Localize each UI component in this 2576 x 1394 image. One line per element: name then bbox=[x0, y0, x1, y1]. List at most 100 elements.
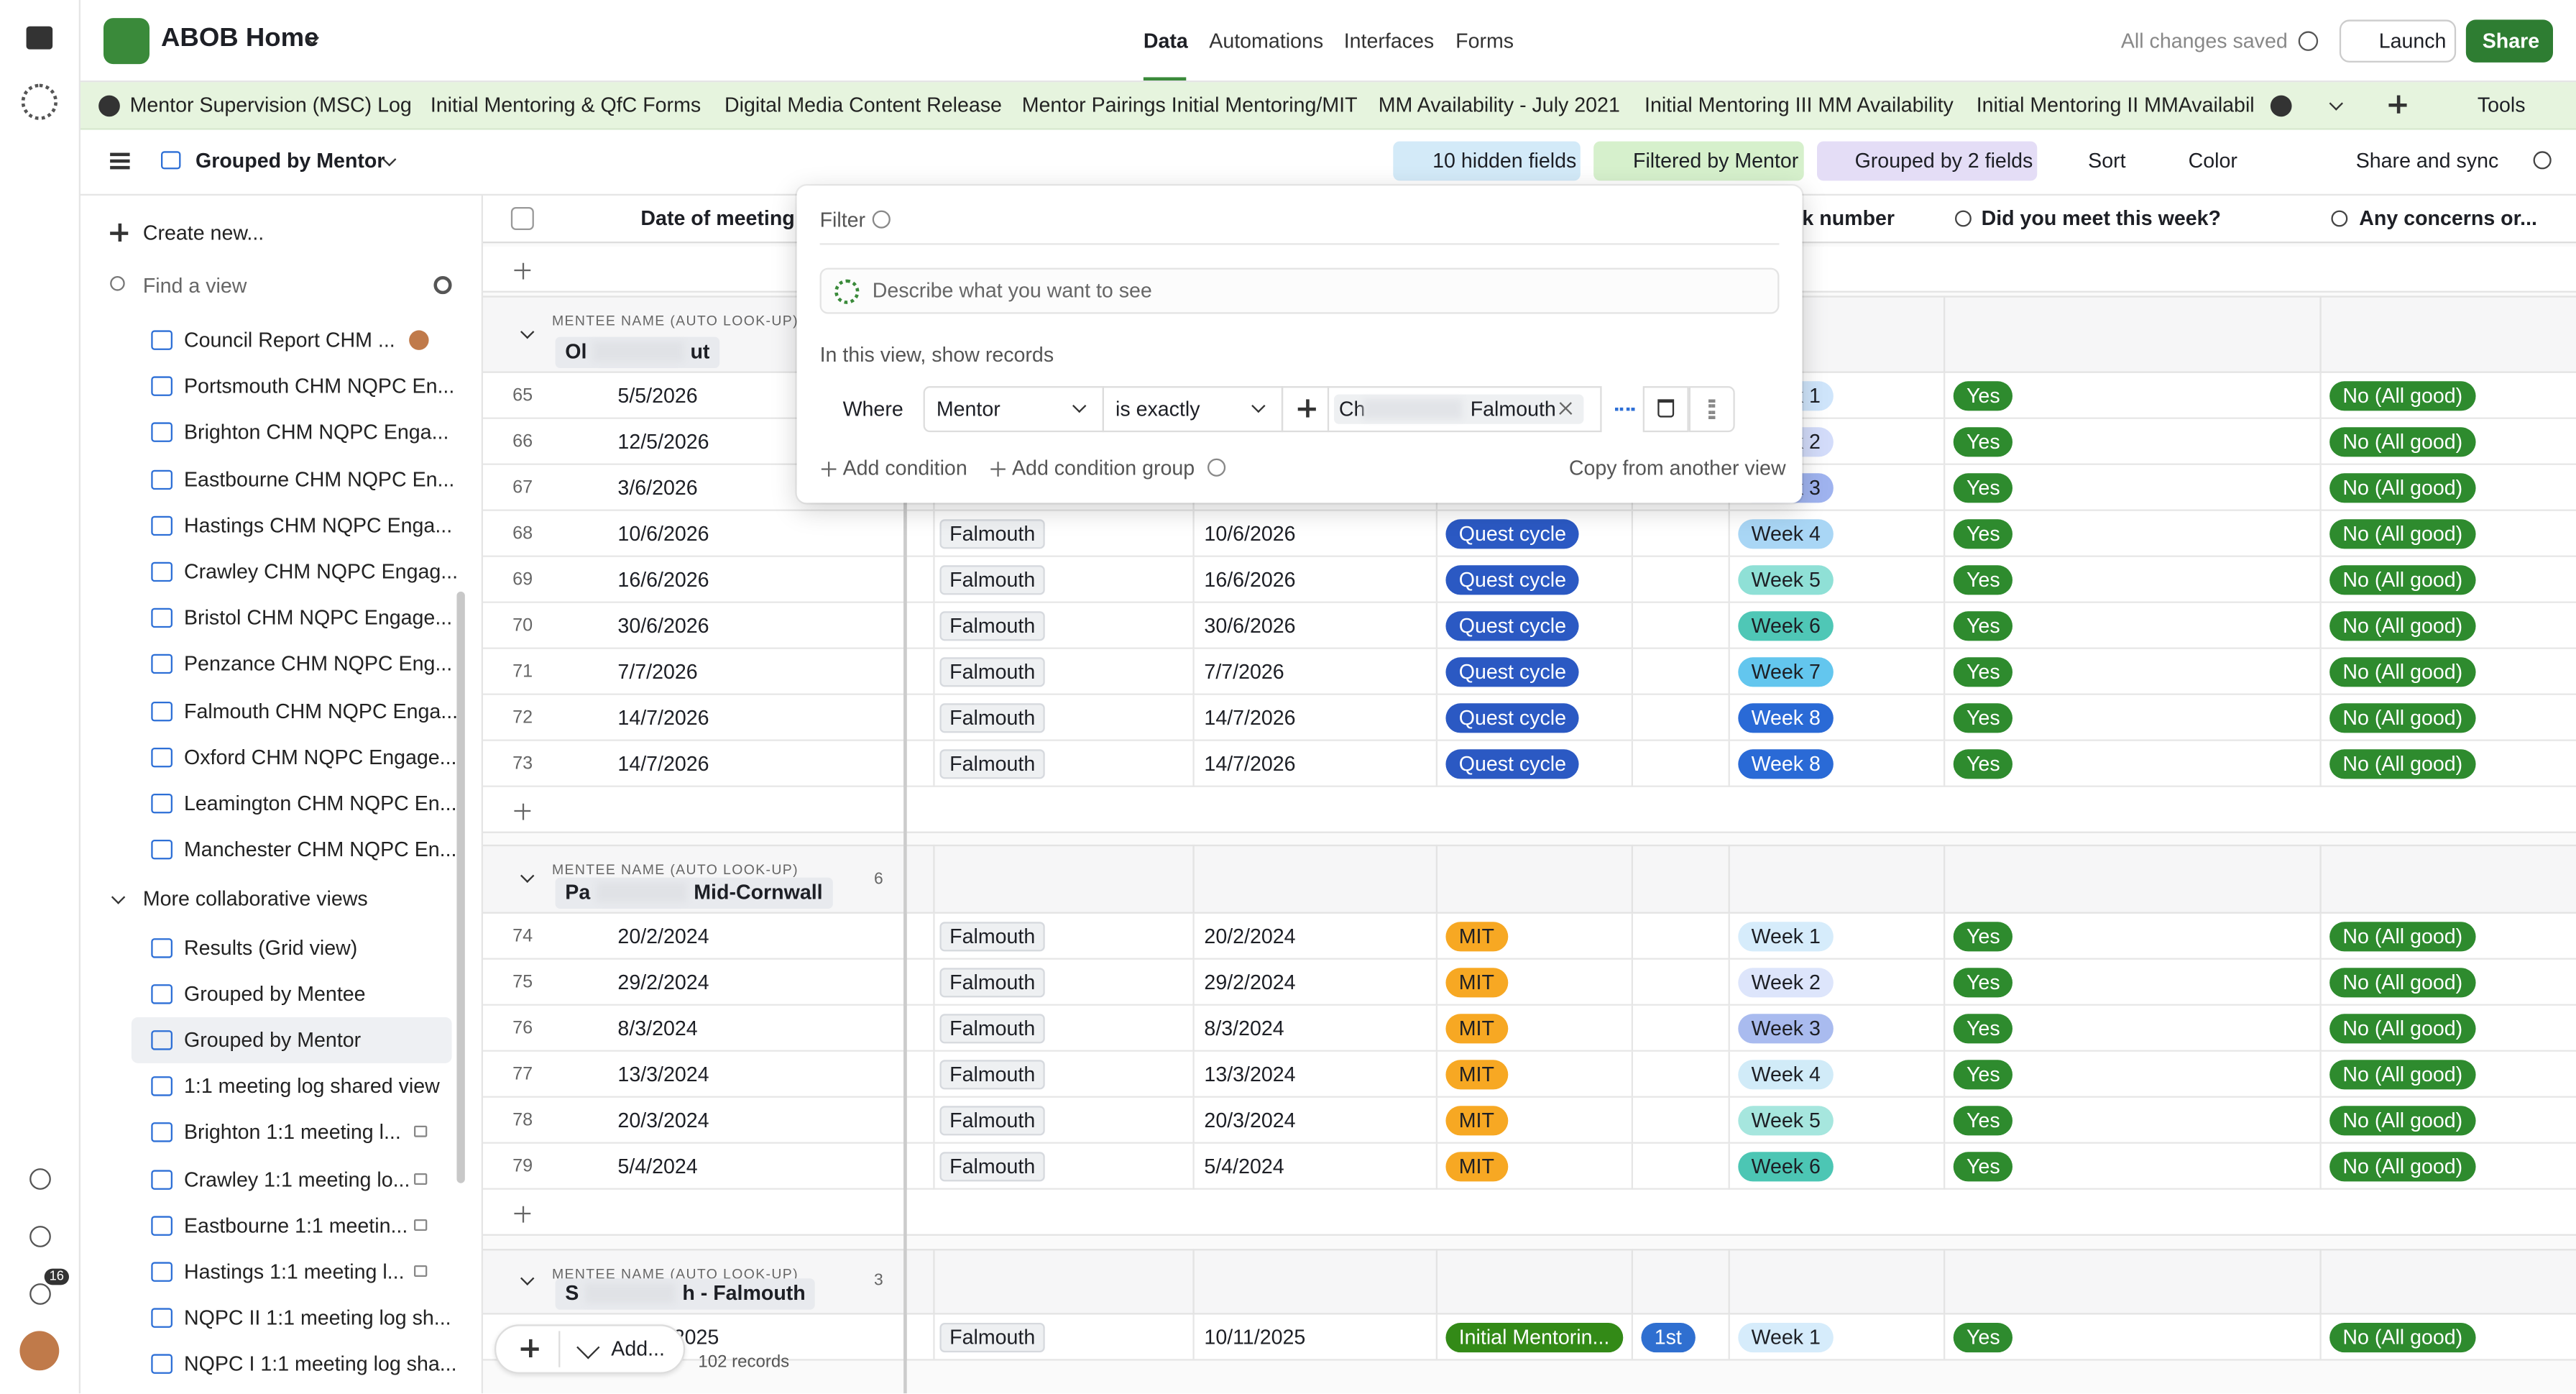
history-icon[interactable] bbox=[2298, 31, 2319, 51]
cell-type: Quest cycle bbox=[1445, 749, 1580, 779]
table-tab[interactable]: Initial Mentoring & QfC Forms bbox=[430, 93, 702, 117]
base-name[interactable]: ABOB Home bbox=[160, 24, 319, 53]
tab-scroll-right[interactable] bbox=[2270, 95, 2292, 117]
nav-tab[interactable]: Automations bbox=[1209, 29, 1324, 53]
view-item[interactable]: Hastings 1:1 meeting l... bbox=[183, 1260, 405, 1283]
tab-scroll-left[interactable] bbox=[98, 95, 120, 117]
cell-divider bbox=[2319, 372, 2322, 419]
group-divider bbox=[1192, 1249, 1195, 1315]
view-item[interactable]: Grouped by Mentee bbox=[183, 983, 366, 1006]
view-item[interactable]: Council Report CHM ... bbox=[183, 329, 395, 352]
rail-icon[interactable] bbox=[29, 1168, 51, 1190]
create-new[interactable]: Create new... bbox=[142, 221, 264, 245]
record-row[interactable] bbox=[482, 1051, 2576, 1098]
cell-divider bbox=[1435, 648, 1438, 695]
view-item[interactable]: Portsmouth CHM NQPC En... bbox=[183, 375, 455, 398]
nav-tab[interactable]: Forms bbox=[1455, 29, 1514, 53]
cell-divider bbox=[1192, 694, 1195, 741]
group-button[interactable] bbox=[1816, 141, 2038, 181]
nav-tab[interactable]: Interfaces bbox=[1343, 29, 1435, 53]
table-tab[interactable]: Initial Mentoring III MM Availability bbox=[1644, 93, 1954, 117]
color-button[interactable]: Color bbox=[2188, 149, 2237, 173]
view-name[interactable]: Grouped by Mentor bbox=[195, 149, 385, 173]
view-item[interactable]: Crawley 1:1 meeting lo... bbox=[183, 1167, 410, 1191]
add-condition-group[interactable]: Add condition group bbox=[1011, 457, 1195, 480]
record-row[interactable] bbox=[482, 1143, 2576, 1190]
group-divider bbox=[1435, 1249, 1438, 1315]
table-tab[interactable]: Digital Media Content Release bbox=[724, 93, 1002, 117]
drag-handle[interactable] bbox=[1688, 386, 1735, 433]
sort-button[interactable]: Sort bbox=[2088, 149, 2126, 173]
view-item[interactable]: NQPC II 1:1 meeting log sh... bbox=[183, 1306, 451, 1329]
cell-type: Initial Mentorin... bbox=[1445, 1322, 1623, 1353]
cell-type: Quest cycle bbox=[1445, 657, 1580, 687]
search-icon[interactable] bbox=[2533, 151, 2552, 170]
find-view[interactable]: Find a view bbox=[142, 274, 247, 298]
view-item[interactable]: Oxford CHM NQPC Engage... bbox=[183, 746, 457, 769]
tools-menu[interactable]: Tools bbox=[2477, 93, 2526, 117]
view-item[interactable]: Penzance CHM NQPC Eng... bbox=[183, 653, 453, 677]
delete-button[interactable] bbox=[1642, 386, 1689, 433]
view-item[interactable]: Eastbourne CHM NQPC En... bbox=[183, 467, 455, 491]
column-header[interactable]: Date of meeting bbox=[640, 206, 795, 230]
footer-add[interactable]: Add... bbox=[611, 1337, 665, 1361]
add-condition[interactable]: Add condition bbox=[842, 457, 967, 480]
cell-divider bbox=[1435, 1051, 1438, 1098]
column-header[interactable]: Did you meet this week? bbox=[1981, 206, 2221, 230]
view-item[interactable]: Grouped by Mentor bbox=[183, 1029, 362, 1053]
share-button[interactable] bbox=[2465, 19, 2553, 63]
record-row[interactable] bbox=[482, 1005, 2576, 1052]
group-name: Ol ut bbox=[555, 336, 720, 368]
view-item[interactable]: Manchester CHM NQPC En... bbox=[183, 838, 457, 862]
column-header[interactable]: k number bbox=[1802, 206, 1895, 230]
rail-icon[interactable] bbox=[29, 1283, 51, 1305]
table-tab[interactable]: Mentor Pairings Initial Mentoring/MIT bbox=[1021, 93, 1358, 117]
launch-button[interactable] bbox=[2339, 19, 2457, 63]
select-all[interactable] bbox=[510, 206, 534, 230]
view-item[interactable]: Falmouth CHM NQPC Enga... bbox=[183, 699, 459, 723]
cell-mentor: Falmouth bbox=[939, 1014, 1045, 1044]
hidden-fields-button[interactable] bbox=[1393, 141, 1581, 181]
table-tab[interactable]: MM Availability - July 2021 bbox=[1378, 93, 1620, 117]
view-item[interactable]: Hastings CHM NQPC Enga... bbox=[183, 513, 453, 537]
view-item[interactable]: Crawley CHM NQPC Engag... bbox=[183, 560, 459, 584]
view-item[interactable]: Results (Grid view) bbox=[183, 936, 358, 960]
add-row[interactable] bbox=[482, 1189, 2576, 1236]
cell-date: 14/7/2026 bbox=[1204, 752, 1296, 776]
lock-icon bbox=[413, 1265, 428, 1277]
table-tab[interactable]: Mentor Supervision (MSC) Log bbox=[129, 93, 412, 117]
ai-input[interactable] bbox=[819, 267, 1780, 314]
share-sync-button[interactable]: Share and sync bbox=[2355, 149, 2499, 173]
value-box[interactable] bbox=[1281, 386, 1602, 433]
avatar[interactable] bbox=[19, 1331, 60, 1371]
cell-concerns: No (All good) bbox=[2329, 381, 2476, 411]
view-item[interactable]: 1:1 meeting log shared view bbox=[183, 1075, 440, 1099]
column-header[interactable]: Any concerns or... bbox=[2359, 206, 2537, 230]
base-logo[interactable] bbox=[103, 18, 150, 65]
section-title[interactable]: More collaborative views bbox=[142, 887, 368, 911]
view-item[interactable]: NQPC I 1:1 meeting log sha... bbox=[183, 1352, 457, 1375]
view-item[interactable]: Brighton CHM NQPC Enga... bbox=[183, 421, 449, 445]
record-row[interactable] bbox=[482, 1097, 2576, 1144]
cell-divider bbox=[1943, 1005, 1946, 1052]
view-avatar bbox=[409, 330, 429, 350]
view-item[interactable]: Leamington CHM NQPC En... bbox=[183, 792, 457, 815]
nav-tab[interactable]: Data bbox=[1143, 29, 1188, 53]
view-item[interactable]: Brighton 1:1 meeting l... bbox=[183, 1121, 401, 1145]
record-row[interactable] bbox=[482, 913, 2576, 960]
view-item[interactable]: Bristol CHM NQPC Engage... bbox=[183, 606, 453, 630]
view-item[interactable]: Eastbourne 1:1 meetin... bbox=[183, 1214, 408, 1237]
cell-divider bbox=[1943, 602, 1946, 649]
filter-button[interactable] bbox=[1593, 141, 1804, 181]
add-row[interactable] bbox=[482, 787, 2576, 833]
home-icon[interactable] bbox=[26, 26, 53, 50]
more-button[interactable] bbox=[1614, 407, 1635, 411]
record-row[interactable] bbox=[482, 959, 2576, 1006]
copy-from-view[interactable]: Copy from another view bbox=[1568, 457, 1786, 480]
rail-icon[interactable] bbox=[29, 1226, 51, 1247]
table-tab[interactable]: Initial Mentoring II MMAvailability bbox=[1976, 93, 2254, 117]
cell-date: 16/6/2026 bbox=[617, 568, 709, 592]
gear-icon[interactable] bbox=[433, 275, 452, 295]
cell-divider bbox=[1435, 694, 1438, 741]
